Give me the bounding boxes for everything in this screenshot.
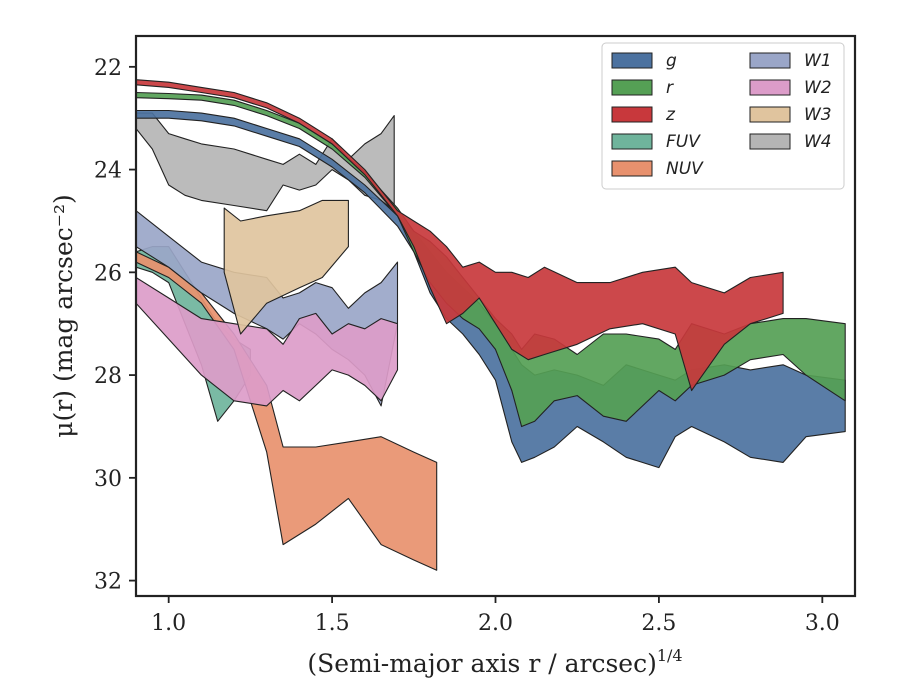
x-tick-label: 2.5 bbox=[641, 611, 676, 636]
legend-swatch-w1 bbox=[749, 52, 791, 69]
y-tick-label: 22 bbox=[94, 56, 122, 81]
x-tick-label: 1.5 bbox=[315, 611, 350, 636]
legend-label-g: g bbox=[666, 51, 677, 71]
legend-swatch-w4 bbox=[749, 133, 791, 150]
y-tick-label: 28 bbox=[94, 364, 122, 389]
legend-label-w3: W3 bbox=[804, 105, 832, 125]
y-axis: 22 24 26 28 30 32 bbox=[94, 56, 136, 595]
legend-swatch-r bbox=[611, 79, 653, 96]
legend-label-w1: W1 bbox=[804, 51, 832, 71]
legend-label-z: z bbox=[665, 105, 676, 125]
legend-swatch-fuv bbox=[611, 133, 653, 150]
legend-label-nuv: NUV bbox=[666, 159, 704, 179]
band-w2 bbox=[136, 276, 399, 407]
legend-label-w4: W4 bbox=[804, 132, 832, 152]
y-tick-label: 24 bbox=[94, 159, 122, 184]
x-axis-label: (Semi-major axis r / arcsec)1/4 bbox=[307, 646, 682, 678]
legend-swatch-w3 bbox=[749, 106, 791, 123]
legend: grz FUV NUV W1 W2 W3 W4 bbox=[601, 42, 845, 190]
area-layer bbox=[136, 79, 846, 571]
legend-swatch-z bbox=[611, 106, 653, 123]
legend-label-r: r bbox=[666, 78, 674, 98]
legend-swatch-g bbox=[611, 52, 653, 69]
legend-label-w2: W2 bbox=[804, 78, 832, 98]
x-axis: 1.0 1.5 2.0 2.5 3.0 bbox=[151, 596, 840, 636]
x-tick-label: 2.0 bbox=[478, 611, 513, 636]
band-w3 bbox=[223, 199, 349, 335]
legend-swatch-w2 bbox=[749, 79, 791, 96]
x-tick-label: 1.0 bbox=[151, 611, 186, 636]
y-axis-label: μ(r) (mag arcsec⁻²) bbox=[49, 194, 78, 437]
y-tick-label: 30 bbox=[94, 467, 122, 492]
band-z bbox=[136, 79, 784, 392]
x-tick-label: 3.0 bbox=[805, 611, 840, 636]
legend-label-fuv: FUV bbox=[666, 132, 701, 152]
y-tick-label: 32 bbox=[94, 570, 122, 595]
legend-swatch-nuv bbox=[611, 160, 653, 177]
y-tick-label: 26 bbox=[94, 261, 122, 286]
